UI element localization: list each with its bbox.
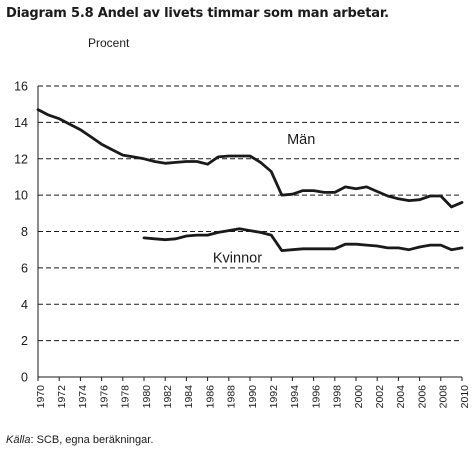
x-tick-label: 1976 xyxy=(98,385,110,409)
x-tick-label: 1972 xyxy=(56,385,68,409)
x-tick-label: 1982 xyxy=(162,385,174,409)
x-tick-label: 2008 xyxy=(438,385,450,409)
x-tick-label: 1984 xyxy=(183,385,195,409)
source-note: Källa: SCB, egna beräkningar. xyxy=(6,434,153,446)
x-tick-label: 1978 xyxy=(120,385,132,409)
x-tick-label: 2002 xyxy=(374,385,386,409)
y-axis-unit-label: Procent xyxy=(88,36,130,50)
x-tick-labels: 1970 1972 1974 1976 1978 1980 1982 1984 1986 1988… xyxy=(35,385,471,409)
x-tick-label: 1986 xyxy=(204,385,216,409)
y-tick-label: 10 xyxy=(14,189,28,203)
y-tick-label: 2 xyxy=(21,334,28,348)
x-tick-label: 1988 xyxy=(226,385,238,409)
series-labels: Män Kvinnor xyxy=(213,132,315,266)
x-tick-label: 1996 xyxy=(310,385,322,409)
series-line-kvinnor xyxy=(142,227,464,253)
y-tick-labels: 0 2 4 6 8 10 12 14 16 xyxy=(14,80,28,385)
y-tick-label: 12 xyxy=(14,152,28,166)
x-tick-label: 2000 xyxy=(353,385,365,409)
y-tick-label: 4 xyxy=(21,298,28,312)
chart-title: Diagram 5.8 Andel av livets timmar som m… xyxy=(6,6,389,21)
y-tick-label: 8 xyxy=(21,225,28,239)
x-tick-label: 1990 xyxy=(247,385,259,409)
x-tick-label: 1998 xyxy=(332,385,344,409)
y-tick-label: 14 xyxy=(14,116,28,130)
x-tick-label: 2010 xyxy=(459,385,471,409)
x-tick-label: 2004 xyxy=(395,385,407,409)
x-tick-label: 2006 xyxy=(416,385,428,409)
x-tick-label: 1992 xyxy=(268,385,280,409)
axes xyxy=(37,86,463,381)
x-tick-label: 1994 xyxy=(289,385,301,409)
series-label-kvinnor: Kvinnor xyxy=(213,250,262,266)
series-line-män xyxy=(36,108,464,209)
y-tick-label: 0 xyxy=(21,371,28,385)
y-tick-label: 16 xyxy=(14,80,28,94)
series-lines xyxy=(36,108,464,253)
x-tick-label: 1980 xyxy=(141,385,153,409)
gridlines xyxy=(38,85,462,342)
y-tick-label: 6 xyxy=(21,261,28,275)
source-prefix: Källa xyxy=(6,434,31,446)
x-tick-label: 1974 xyxy=(77,385,89,409)
x-tick-label: 1970 xyxy=(35,385,47,409)
series-label-män: Män xyxy=(287,132,315,148)
source-text: : SCB, egna beräkningar. xyxy=(30,434,154,446)
